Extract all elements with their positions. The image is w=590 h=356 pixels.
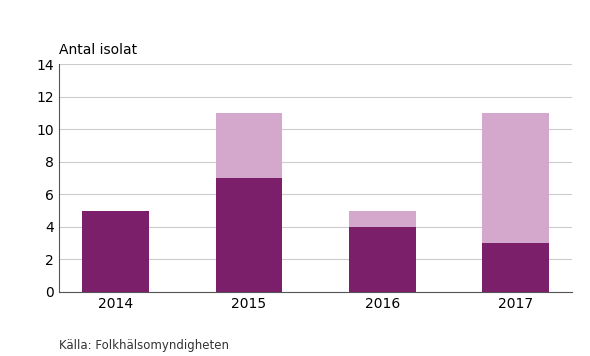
Text: Antal isolat: Antal isolat xyxy=(59,43,137,57)
Bar xyxy=(482,113,549,243)
Bar xyxy=(482,243,549,292)
Bar xyxy=(83,210,149,292)
Bar xyxy=(216,113,283,178)
Bar xyxy=(349,210,415,227)
Bar xyxy=(216,178,283,292)
Bar xyxy=(349,227,415,292)
Text: Källa: Folkhälsomyndigheten: Källa: Folkhälsomyndigheten xyxy=(59,339,229,352)
